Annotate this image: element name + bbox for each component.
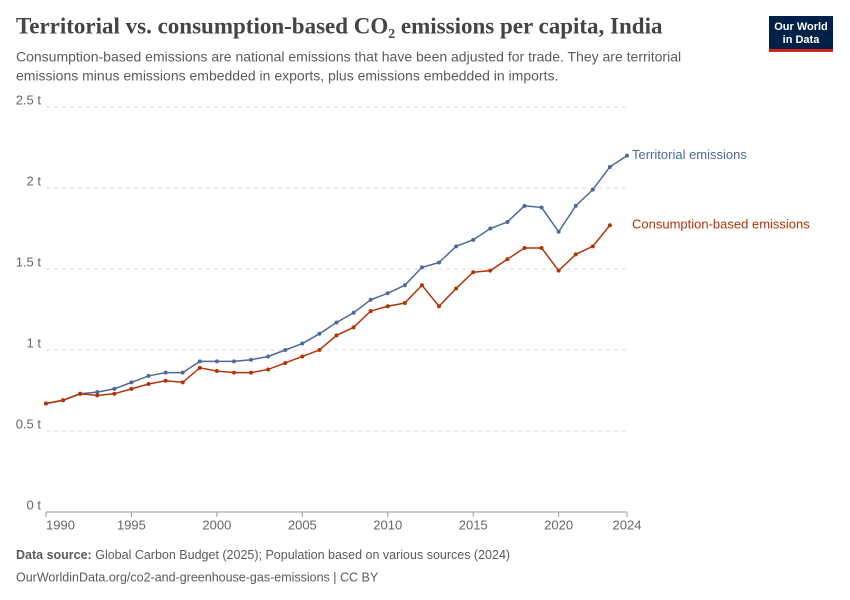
data-point bbox=[368, 309, 373, 314]
series-line bbox=[45, 224, 611, 405]
data-point bbox=[522, 203, 527, 208]
data-point bbox=[180, 370, 185, 375]
data-point bbox=[454, 244, 459, 249]
data-point bbox=[249, 370, 254, 375]
data-point bbox=[197, 365, 202, 370]
data-point bbox=[266, 367, 271, 372]
data-point bbox=[573, 203, 578, 208]
data-point bbox=[351, 325, 356, 330]
logo-text: Our World bbox=[774, 21, 828, 33]
data-point bbox=[249, 357, 254, 362]
x-tick-label: 2020 bbox=[544, 517, 573, 532]
logo-bar bbox=[769, 49, 833, 52]
data-point bbox=[607, 164, 612, 169]
data-point bbox=[590, 244, 595, 249]
data-point bbox=[334, 333, 339, 338]
data-point bbox=[61, 398, 66, 403]
data-point bbox=[385, 304, 390, 309]
y-tick-label: 0 t bbox=[27, 497, 42, 512]
x-tick-label: 2005 bbox=[288, 517, 317, 532]
y-tick-label: 1.5 t bbox=[16, 254, 42, 269]
data-point bbox=[573, 252, 578, 257]
data-point bbox=[112, 391, 117, 396]
data-point bbox=[488, 226, 493, 231]
data-point bbox=[437, 304, 442, 309]
source: Data source: Global Carbon Budget (2025)… bbox=[16, 548, 510, 562]
data-point bbox=[283, 360, 288, 365]
data-point bbox=[231, 370, 236, 375]
y-tick-label: 2 t bbox=[27, 173, 42, 188]
chart-title: Territorial vs. consumption-based CO₂ em… bbox=[16, 13, 663, 38]
data-point bbox=[590, 187, 595, 192]
data-point bbox=[334, 320, 339, 325]
data-point bbox=[95, 393, 100, 398]
data-point bbox=[163, 378, 168, 383]
plot-area: 0 t 0.5 t 1 t 1.5 t 2 t 2.5 t 1990 1995 2000 2005… bbox=[16, 92, 811, 532]
y-tick-label: 2.5 t bbox=[16, 92, 42, 107]
data-point bbox=[556, 229, 561, 234]
data-point bbox=[146, 382, 151, 387]
series-label: Territorial emissions bbox=[632, 147, 747, 162]
source-label: Data source: bbox=[16, 548, 92, 562]
data-point bbox=[112, 386, 117, 391]
data-point bbox=[197, 359, 202, 364]
data-point bbox=[471, 237, 476, 242]
data-point bbox=[351, 310, 356, 315]
data-point bbox=[419, 265, 424, 270]
data-point bbox=[214, 369, 219, 374]
data-point bbox=[300, 354, 305, 359]
data-point bbox=[129, 386, 134, 391]
logo-box bbox=[769, 16, 833, 49]
data-point bbox=[214, 359, 219, 364]
data-point bbox=[146, 373, 151, 378]
data-point bbox=[539, 245, 544, 250]
y-tick-label: 0.5 t bbox=[16, 416, 42, 431]
data-point bbox=[385, 291, 390, 296]
data-point bbox=[231, 359, 236, 364]
subtitle: emissions minus emissions embedded in ex… bbox=[16, 68, 558, 84]
data-point bbox=[471, 270, 476, 275]
data-point bbox=[505, 257, 510, 262]
data-point bbox=[505, 220, 510, 225]
data-point bbox=[488, 268, 493, 273]
source-text: Global Carbon Budget (2025); Population … bbox=[95, 548, 510, 562]
data-point bbox=[522, 245, 527, 250]
data-point bbox=[266, 354, 271, 359]
x-tick-label: 2024 bbox=[613, 517, 642, 532]
data-point bbox=[368, 297, 373, 302]
x-tick-label: 2015 bbox=[459, 517, 488, 532]
data-point bbox=[317, 331, 322, 336]
data-point bbox=[317, 348, 322, 352]
data-point bbox=[402, 283, 407, 288]
data-point bbox=[419, 283, 424, 288]
logo: Our World in Data bbox=[769, 16, 833, 52]
data-point bbox=[402, 301, 407, 306]
data-point bbox=[539, 205, 544, 210]
data-point bbox=[78, 391, 83, 396]
x-tick-label: 1995 bbox=[117, 517, 146, 532]
series-label: Consumption-based emissions bbox=[632, 217, 810, 232]
x-tick-label: 2010 bbox=[373, 517, 402, 532]
data-point bbox=[437, 260, 442, 265]
data-point bbox=[44, 401, 48, 406]
x-tick-label: 2000 bbox=[202, 517, 231, 532]
data-point bbox=[180, 380, 185, 385]
data-point bbox=[556, 268, 561, 273]
logo-text: in Data bbox=[783, 34, 821, 46]
data-point bbox=[283, 348, 288, 352]
series-line bbox=[45, 154, 628, 405]
data-point bbox=[300, 341, 305, 346]
data-point bbox=[454, 286, 459, 291]
data-point bbox=[95, 390, 100, 395]
footer: OurWorldinData.org/co2-and-greenhouse-ga… bbox=[16, 570, 379, 584]
data-point bbox=[607, 223, 612, 228]
data-point bbox=[129, 380, 134, 385]
y-tick-label: 1 t bbox=[27, 335, 42, 350]
x-tick-label: 1990 bbox=[46, 517, 75, 532]
subtitle: Consumption-based emissions are national… bbox=[16, 49, 681, 65]
data-point bbox=[163, 370, 168, 375]
data-point bbox=[625, 153, 629, 158]
